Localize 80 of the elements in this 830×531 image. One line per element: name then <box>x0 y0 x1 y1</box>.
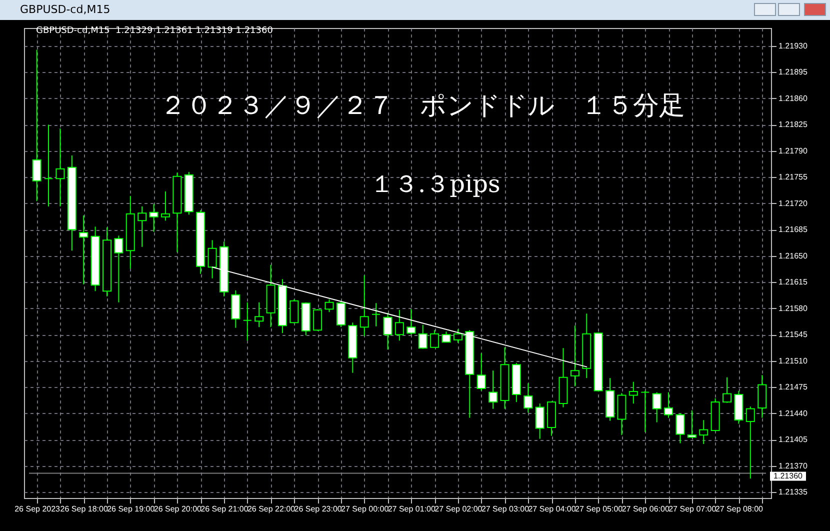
candlestick <box>336 301 346 328</box>
candlestick <box>149 204 158 232</box>
x-tick-label: 27 Sep 07:00 <box>668 504 717 514</box>
candlestick <box>208 240 217 279</box>
candlestick <box>652 392 662 423</box>
candlestick <box>664 392 674 418</box>
x-tick-label: 27 Sep 05:00 <box>575 504 624 514</box>
x-tick-label: 27 Sep 00:00 <box>341 504 390 514</box>
y-tick-label: 1.21615 <box>778 278 808 287</box>
candlestick <box>687 410 696 439</box>
candlestick <box>758 374 767 418</box>
x-tick-label: 26 Sep 21:00 <box>200 504 249 514</box>
x-tick-label: 26 Sep 23:00 <box>294 504 342 514</box>
y-tick-label: 1.21370 <box>778 461 808 470</box>
x-tick-label: 27 Sep 03:00 <box>481 504 530 514</box>
candlestick <box>418 324 428 350</box>
candlestick <box>324 298 334 313</box>
x-tick-label: 27 Sep 01:00 <box>388 504 436 514</box>
x-tick-label: 27 Sep 08:00 <box>715 504 764 514</box>
candlestick <box>44 124 53 207</box>
y-tick-label: 1.21545 <box>778 330 808 340</box>
y-tick-label: 1.21825 <box>778 120 808 130</box>
candlestick <box>114 235 124 303</box>
candlestick <box>56 128 65 207</box>
candlestick <box>79 214 88 285</box>
y-tick-label: 1.21475 <box>778 382 808 392</box>
candlestick <box>476 352 486 392</box>
candlestick <box>290 298 299 324</box>
y-tick-label: 1.21895 <box>778 68 808 77</box>
candlestick <box>722 376 732 404</box>
x-tick-label: 27 Sep 06:00 <box>622 504 670 514</box>
candlestick <box>570 325 580 387</box>
chart-title: GBPUSD-cd,M15 <box>20 3 110 16</box>
x-tick-label: 27 Sep 04:00 <box>528 504 576 514</box>
candlestick <box>394 309 404 342</box>
annotation: １３.３pips <box>370 169 500 200</box>
candlestick <box>360 274 369 337</box>
candlestick <box>746 406 755 480</box>
candlestick <box>699 420 708 445</box>
y-tick-label: 1.21440 <box>778 408 808 418</box>
y-tick-label: 1.21685 <box>778 225 808 234</box>
candlestick <box>406 308 416 336</box>
candlestick <box>242 302 252 342</box>
candlestick <box>430 330 440 348</box>
x-tick-label: 26 Sep 19:00 <box>107 504 156 514</box>
y-tick-label: 1.21755 <box>778 172 808 182</box>
candlestick <box>231 290 240 328</box>
y-tick-label: 1.21335 <box>778 488 808 497</box>
y-tick-label: 1.21405 <box>778 435 808 444</box>
y-tick-label: 1.21860 <box>778 94 808 103</box>
x-tick-label: 26 Sep 18:00 <box>60 504 108 514</box>
x-tick-label: 26 Sep 20:00 <box>154 504 202 514</box>
candlestick <box>442 331 451 343</box>
candlestick <box>254 302 264 328</box>
annotation: ２０２３／９／２７ ポンドドル １５分足 <box>160 90 685 123</box>
candlestick <box>640 390 650 433</box>
y-tick-label: 1.21790 <box>778 146 808 156</box>
candlestick <box>524 382 533 414</box>
x-tick-label: 27 Sep 02:00 <box>434 504 483 514</box>
y-tick-label: 1.21650 <box>778 251 808 260</box>
x-tick-label: 26 Sep 2023 <box>14 504 61 514</box>
x-tick-label: 26 Sep 22:00 <box>247 504 296 514</box>
candlestick <box>628 381 638 404</box>
y-tick-label: 1.21580 <box>778 304 808 313</box>
y-tick-label: 1.21720 <box>778 198 808 208</box>
candlestick <box>32 49 42 202</box>
candlestick <box>453 328 462 344</box>
candlestick <box>617 392 626 436</box>
candlestick <box>488 370 498 410</box>
candlestick <box>383 312 392 350</box>
annotation: GBPUSD-cd,M15 1.21329 1.21361 1.21319 1.21360 <box>36 26 273 36</box>
candlestick <box>313 308 322 332</box>
y-tick-label: 1.21930 <box>778 41 808 50</box>
candlestick <box>138 206 147 248</box>
candlestick <box>676 412 685 444</box>
candlestick <box>535 403 544 440</box>
candlestick <box>372 302 381 327</box>
candlestick <box>160 190 170 222</box>
ref-line-label: 1.21360 <box>774 471 804 480</box>
y-tick-label: 1.21510 <box>778 356 808 366</box>
